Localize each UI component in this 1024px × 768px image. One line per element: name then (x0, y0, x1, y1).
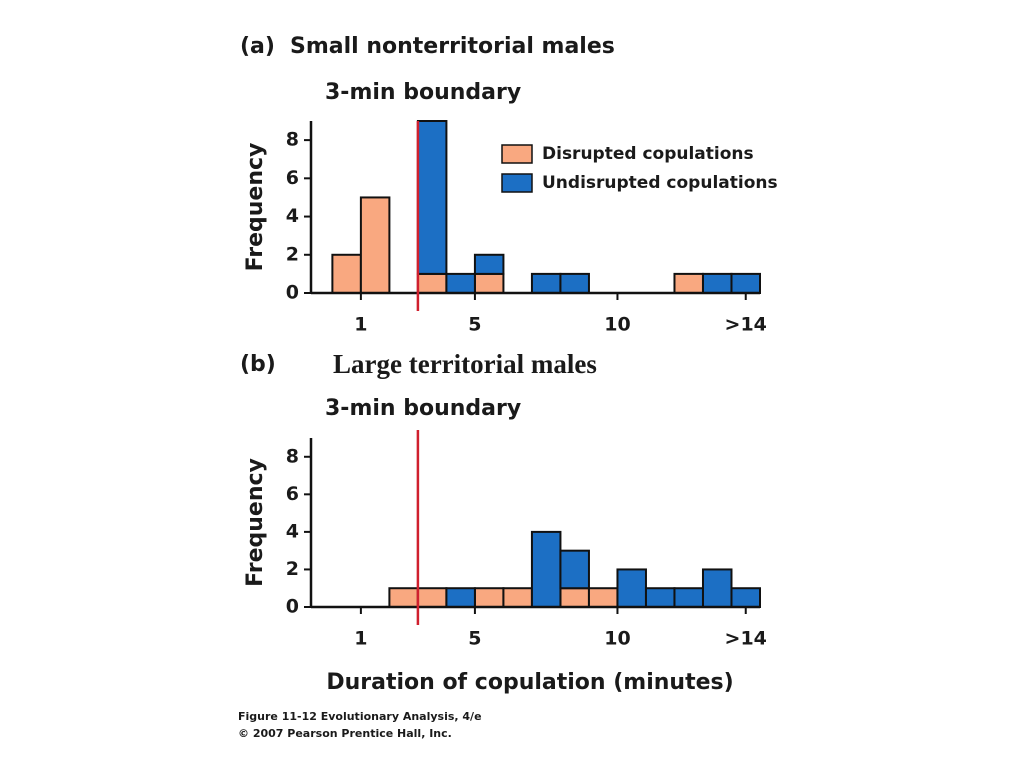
bar-segment (502, 587, 533, 609)
panel-title: Large territorial males (333, 349, 597, 379)
y-tick-label: 8 (286, 445, 299, 467)
bar-segment (559, 272, 590, 294)
legend-swatch (501, 144, 533, 164)
legend-label: Disrupted copulations (542, 144, 754, 164)
y-tick-label: 6 (286, 167, 299, 189)
bar-segment (416, 272, 448, 294)
bar-segment (416, 120, 448, 275)
bar-segment (473, 272, 505, 294)
panel-label: (b) (240, 352, 276, 377)
panel-title: Small nonterritorial males (290, 34, 615, 59)
y-tick-label: 4 (286, 520, 299, 542)
panel-label: (a) (240, 34, 275, 59)
x-tick-label: 1 (354, 314, 367, 336)
legend-label: Undisrupted copulations (542, 173, 778, 193)
bar-segment (473, 253, 505, 275)
credit: Figure 11-12 Evolutionary Analysis, 4/e (238, 710, 482, 723)
annotation: 3-min boundary (325, 396, 521, 421)
y-tick-label: 6 (286, 483, 299, 505)
y-tick-label: 8 (286, 129, 299, 151)
x-tick-label: 10 (604, 314, 630, 336)
y-axis-label: Frequency (243, 143, 268, 272)
x-tick-label: 5 (468, 628, 481, 650)
y-axis-label: Frequency (243, 458, 268, 587)
bar-segment (616, 568, 647, 609)
bar-segment (587, 587, 619, 609)
bar-segment (388, 587, 419, 609)
bar-segment (473, 587, 505, 609)
bar-segment (701, 568, 733, 609)
bar-segment (359, 196, 391, 294)
x-tick-label: 10 (604, 628, 630, 650)
y-tick-label: 0 (286, 282, 299, 304)
y-tick-label: 2 (286, 558, 299, 580)
x-tick-label: 5 (468, 314, 481, 336)
bar-segment (730, 272, 762, 294)
x-tick-label: >14 (725, 314, 767, 336)
bar-segment (530, 272, 562, 294)
annotation: 3-min boundary (325, 80, 521, 105)
bar-segment (644, 587, 676, 609)
y-tick-label: 0 (286, 596, 299, 618)
bar-segment (559, 587, 590, 609)
y-tick-label: 2 (286, 243, 299, 265)
bar-segment (730, 587, 762, 609)
x-tick-label: 1 (354, 628, 367, 650)
bar-segment (559, 549, 590, 590)
bar-segment (673, 587, 704, 609)
bar-segment (445, 272, 476, 294)
y-tick-label: 4 (286, 205, 299, 227)
x-tick-label: >14 (725, 628, 767, 650)
bar-segment (673, 272, 704, 294)
bar-segment (701, 272, 733, 294)
bar-segment (331, 253, 362, 294)
bar-segment (445, 587, 476, 609)
bar-segment (530, 530, 562, 609)
legend-swatch (501, 173, 533, 193)
x-axis-label: Duration of copulation (minutes) (326, 670, 733, 695)
credit: © 2007 Pearson Prentice Hall, Inc. (238, 727, 452, 740)
bar-segment (416, 587, 448, 609)
